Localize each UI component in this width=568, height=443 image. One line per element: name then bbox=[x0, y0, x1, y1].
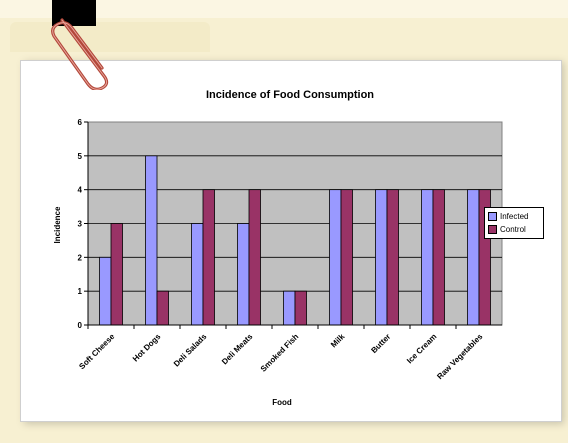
bar-control bbox=[432, 189, 445, 326]
paperclip-icon bbox=[51, 18, 109, 90]
y-tick-label: 5 bbox=[78, 152, 83, 161]
bar-infected bbox=[99, 256, 112, 326]
bar-infected bbox=[191, 223, 204, 326]
bar-control bbox=[248, 189, 261, 326]
bar-control bbox=[202, 189, 215, 326]
x-tick-label: Hot Dogs bbox=[131, 332, 163, 364]
bar-control bbox=[386, 189, 399, 326]
plot-area: 0 1 2 3 4 5 6 Soft Cheese Hot Dogs Deli Salads Del… bbox=[77, 118, 503, 382]
legend-item-control: Control bbox=[488, 223, 540, 236]
chart-legend: Infected Control bbox=[484, 207, 544, 239]
legend-swatch-infected bbox=[488, 212, 497, 221]
x-tick-label: Deli Meats bbox=[220, 332, 255, 367]
legend-label-infected: Infected bbox=[500, 212, 529, 221]
y-tick-label: 2 bbox=[78, 253, 83, 262]
folder-tab bbox=[10, 22, 210, 52]
legend-swatch-control bbox=[488, 225, 497, 234]
x-tick-label: Butter bbox=[369, 332, 392, 355]
bar-infected bbox=[375, 189, 388, 326]
bar-control bbox=[340, 189, 353, 326]
bar-chart: Incidence of Food Consumption 0 1 2 3 4 5 6 Sof… bbox=[53, 89, 503, 407]
bar-control bbox=[156, 290, 169, 326]
legend-label-control: Control bbox=[500, 225, 526, 234]
x-tick-label: Deli Salads bbox=[172, 332, 209, 369]
x-tick-label: Smoked Fish bbox=[259, 332, 301, 374]
legend-item-infected: Infected bbox=[488, 210, 540, 223]
x-tick-label: Milk bbox=[329, 332, 347, 350]
bar-infected bbox=[283, 290, 296, 326]
y-tick-label: 0 bbox=[78, 321, 83, 330]
x-axis-label: Food bbox=[272, 398, 292, 407]
y-axis-label: Incidence bbox=[53, 206, 62, 243]
bar-infected bbox=[467, 189, 480, 326]
x-tick-label: Ice Cream bbox=[405, 332, 438, 365]
bar-infected bbox=[145, 155, 158, 326]
x-tick-label: Soft Cheese bbox=[77, 332, 116, 371]
chart-title: Incidence of Food Consumption bbox=[206, 89, 374, 101]
bar-infected bbox=[421, 189, 434, 326]
bar-infected bbox=[237, 223, 250, 326]
corner-block bbox=[52, 0, 96, 26]
y-tick-label: 4 bbox=[78, 186, 83, 195]
y-tick-label: 3 bbox=[78, 220, 83, 229]
y-tick-label: 6 bbox=[78, 118, 83, 127]
x-tick-label: Raw Vegetables bbox=[435, 332, 485, 382]
bar-control bbox=[110, 223, 123, 326]
y-tick-label: 1 bbox=[78, 287, 83, 296]
bar-infected bbox=[329, 189, 342, 326]
bar-control bbox=[294, 290, 307, 326]
